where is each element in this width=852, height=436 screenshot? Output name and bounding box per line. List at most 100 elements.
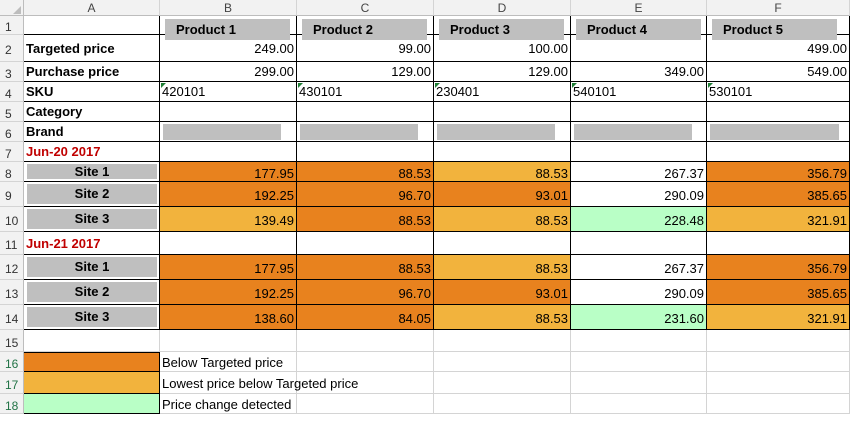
table-cell[interactable] xyxy=(571,232,707,255)
column-header-e[interactable]: E xyxy=(571,0,707,16)
price-value-cell[interactable]: 138.60 xyxy=(160,305,297,330)
table-cell[interactable] xyxy=(24,207,160,232)
column-header-a[interactable]: A xyxy=(24,0,160,16)
table-cell[interactable] xyxy=(571,102,707,122)
row-header-4[interactable]: 4 xyxy=(0,82,24,102)
row-header-3[interactable]: 3 xyxy=(0,62,24,82)
price-value-cell[interactable]: 385.65 xyxy=(707,280,850,305)
price-value-cell[interactable]: 84.05 xyxy=(297,305,434,330)
grid-cell[interactable] xyxy=(24,330,160,352)
table-cell[interactable] xyxy=(707,232,850,255)
table-cell[interactable] xyxy=(434,102,571,122)
table-cell[interactable] xyxy=(297,102,434,122)
row-header-12[interactable]: 12 xyxy=(0,255,24,280)
table-cell[interactable] xyxy=(160,102,297,122)
table-cell[interactable] xyxy=(707,142,850,162)
price-value-cell[interactable]: 290.09 xyxy=(571,182,707,207)
price-value-cell[interactable]: 356.79 xyxy=(707,255,850,280)
row-header-6[interactable]: 6 xyxy=(0,122,24,142)
row-header-7[interactable]: 7 xyxy=(0,142,24,162)
sku-cell[interactable]: 430101 xyxy=(297,82,434,102)
price-value-cell[interactable]: 96.70 xyxy=(297,182,434,207)
row-header-9[interactable]: 9 xyxy=(0,182,24,207)
row-header-15[interactable]: 15 xyxy=(0,330,24,352)
table-cell[interactable] xyxy=(297,142,434,162)
price-cell[interactable]: 129.00 xyxy=(434,62,571,82)
row-header-1[interactable]: 1 xyxy=(0,16,24,35)
column-header-f[interactable]: F xyxy=(707,0,850,16)
column-header-b[interactable]: B xyxy=(160,0,297,16)
table-cell[interactable] xyxy=(24,305,160,330)
table-cell[interactable] xyxy=(24,162,160,182)
table-cell[interactable] xyxy=(571,122,707,142)
price-value-cell[interactable]: 267.37 xyxy=(571,162,707,182)
grid-cell[interactable] xyxy=(434,330,571,352)
price-value-cell[interactable]: 88.53 xyxy=(434,162,571,182)
price-value-cell[interactable]: 321.91 xyxy=(707,207,850,232)
row-header-13[interactable]: 13 xyxy=(0,280,24,305)
row-header-5[interactable]: 5 xyxy=(0,102,24,122)
grid-cell[interactable] xyxy=(571,330,707,352)
price-cell[interactable]: 99.00 xyxy=(297,35,434,62)
grid-cell[interactable] xyxy=(571,372,707,394)
sku-cell[interactable]: 530101 xyxy=(707,82,850,102)
table-cell[interactable] xyxy=(24,255,160,280)
table-cell[interactable] xyxy=(297,122,434,142)
grid-cell[interactable] xyxy=(160,330,297,352)
table-cell[interactable] xyxy=(571,142,707,162)
price-cell[interactable]: 549.00 xyxy=(707,62,850,82)
table-cell[interactable] xyxy=(160,232,297,255)
table-cell[interactable] xyxy=(434,122,571,142)
price-value-cell[interactable]: 93.01 xyxy=(434,182,571,207)
price-value-cell[interactable]: 88.53 xyxy=(434,207,571,232)
price-value-cell[interactable]: 231.60 xyxy=(571,305,707,330)
price-value-cell[interactable]: 192.25 xyxy=(160,182,297,207)
price-cell[interactable]: 499.00 xyxy=(707,35,850,62)
price-value-cell[interactable]: 385.65 xyxy=(707,182,850,207)
row-header-10[interactable]: 10 xyxy=(0,207,24,232)
grid-cell[interactable] xyxy=(434,372,571,394)
row-header-16[interactable]: 16 xyxy=(0,352,24,372)
table-cell[interactable] xyxy=(24,280,160,305)
table-cell[interactable] xyxy=(707,122,850,142)
price-cell[interactable]: 249.00 xyxy=(160,35,297,62)
grid-cell[interactable] xyxy=(297,330,434,352)
table-cell[interactable] xyxy=(434,232,571,255)
price-value-cell[interactable]: 356.79 xyxy=(707,162,850,182)
price-value-cell[interactable]: 267.37 xyxy=(571,255,707,280)
grid-cell[interactable] xyxy=(707,394,850,414)
price-cell[interactable]: 100.00 xyxy=(434,35,571,62)
table-cell[interactable] xyxy=(434,142,571,162)
price-cell[interactable] xyxy=(571,35,707,62)
price-value-cell[interactable]: 88.53 xyxy=(297,255,434,280)
price-value-cell[interactable]: 290.09 xyxy=(571,280,707,305)
price-value-cell[interactable]: 177.95 xyxy=(160,255,297,280)
sku-cell[interactable]: 540101 xyxy=(571,82,707,102)
price-value-cell[interactable]: 96.70 xyxy=(297,280,434,305)
grid-cell[interactable] xyxy=(434,394,571,414)
price-cell[interactable]: 299.00 xyxy=(160,62,297,82)
table-cell[interactable] xyxy=(24,16,160,35)
sku-cell[interactable]: 230401 xyxy=(434,82,571,102)
price-value-cell[interactable]: 228.48 xyxy=(571,207,707,232)
price-value-cell[interactable]: 88.53 xyxy=(434,305,571,330)
row-header-2[interactable]: 2 xyxy=(0,35,24,62)
row-header-11[interactable]: 11 xyxy=(0,232,24,255)
grid-cell[interactable] xyxy=(571,352,707,372)
sku-cell[interactable]: 420101 xyxy=(160,82,297,102)
price-value-cell[interactable]: 88.53 xyxy=(297,162,434,182)
column-header-d[interactable]: D xyxy=(434,0,571,16)
price-value-cell[interactable]: 177.95 xyxy=(160,162,297,182)
grid-cell[interactable] xyxy=(571,394,707,414)
price-value-cell[interactable]: 139.49 xyxy=(160,207,297,232)
price-value-cell[interactable]: 93.01 xyxy=(434,280,571,305)
table-cell[interactable] xyxy=(160,142,297,162)
table-cell[interactable] xyxy=(707,102,850,122)
grid-cell[interactable] xyxy=(707,372,850,394)
price-value-cell[interactable]: 88.53 xyxy=(297,207,434,232)
row-header-17[interactable]: 17 xyxy=(0,372,24,394)
grid-cell[interactable] xyxy=(434,352,571,372)
row-header-8[interactable]: 8 xyxy=(0,162,24,182)
column-header-c[interactable]: C xyxy=(297,0,434,16)
